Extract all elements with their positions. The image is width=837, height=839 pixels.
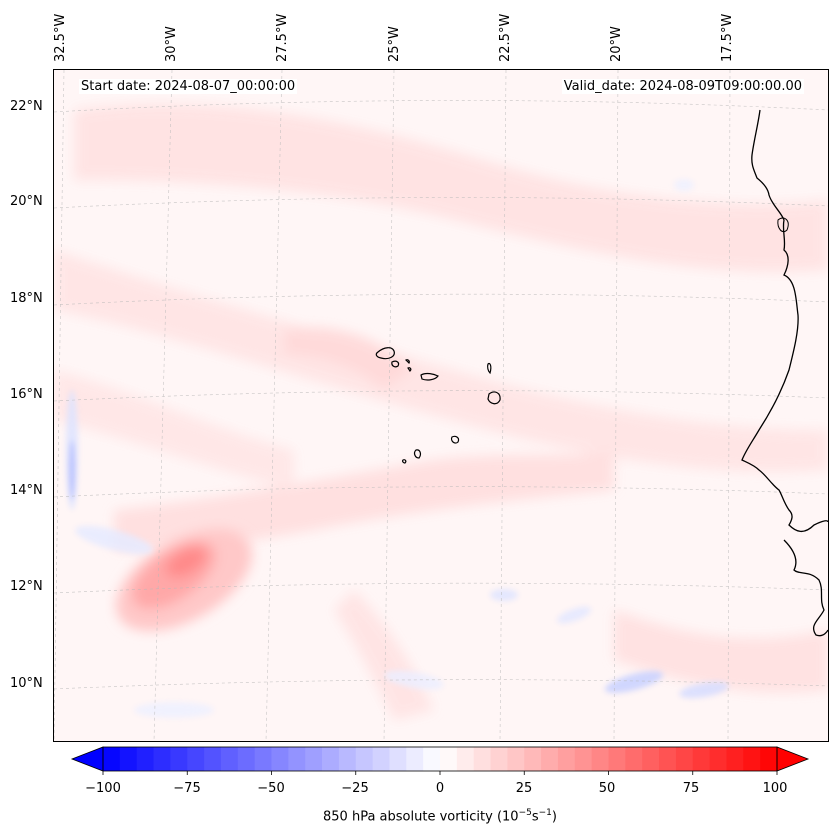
- colorbar-bin: [743, 747, 761, 771]
- colorbar-tick-label: 25: [515, 781, 533, 796]
- colorbar-tick-label: −75: [173, 781, 201, 796]
- colorbar-bin: [288, 747, 306, 771]
- lon-label-17-5w: 17.5°W: [720, 13, 735, 62]
- lat-label-16n: 16°N: [10, 387, 43, 402]
- colorbar-bin: [692, 747, 711, 771]
- graticule: [54, 70, 828, 741]
- colorbar-bin: [490, 747, 508, 771]
- colorbar-bin: [119, 747, 138, 771]
- colorbar-tick-label: 0: [435, 781, 445, 796]
- colorbar-bin: [642, 747, 660, 771]
- colorbar-bin: [456, 747, 475, 771]
- colorbar-bin: [103, 747, 121, 771]
- colorbar-title: 850 hPa absolute vorticity (10−5s−1): [323, 808, 557, 825]
- lat-label-22n: 22°N: [10, 99, 43, 114]
- colorbar-tick-label: 50: [598, 781, 616, 796]
- colorbar-bin: [541, 747, 559, 771]
- colorbar-bin: [473, 747, 492, 771]
- lon-label-25w: 25°W: [387, 26, 402, 62]
- colorbar-bin: [574, 747, 593, 771]
- lon-label-30w: 30°W: [164, 26, 179, 62]
- colorbar-tick-label: −50: [257, 781, 285, 796]
- colorbar-bin: [187, 747, 205, 771]
- lon-label-32-5w: 32.5°W: [53, 13, 68, 62]
- lon-label-22-5w: 22.5°W: [498, 13, 513, 62]
- colorbar-bin: [204, 747, 222, 771]
- colorbar-bin: [608, 747, 626, 771]
- colorbar-tick-label: 75: [682, 781, 700, 796]
- colorbar-bin: [591, 747, 609, 771]
- colorbar-tick-label: −100: [85, 781, 121, 796]
- colorbar: [70, 746, 810, 775]
- colorbar-bin: [507, 747, 525, 771]
- colorbar-bin: [709, 747, 727, 771]
- cape-verde-islands: [375, 347, 501, 464]
- colorbar-bin: [726, 747, 744, 771]
- colorbar-bin: [659, 747, 677, 771]
- lat-label-10n: 10°N: [10, 676, 43, 691]
- colorbar-bin: [170, 747, 188, 771]
- colorbar-bin: [372, 747, 390, 771]
- colorbar-bin: [305, 747, 323, 771]
- lat-label-18n: 18°N: [10, 291, 43, 306]
- lat-label-20n: 20°N: [10, 194, 43, 209]
- colorbar-bin: [322, 747, 340, 771]
- colorbar-bin: [237, 747, 256, 771]
- colorbar-bin: [423, 747, 441, 771]
- colorbar-bin: [153, 747, 171, 771]
- valid-date-label: Valid_date: 2024-08-09T09:00:00.00: [561, 79, 804, 94]
- colorbar-bin: [557, 747, 576, 771]
- lat-label-14n: 14°N: [10, 483, 43, 498]
- lat-label-12n: 12°N: [10, 579, 43, 594]
- colorbar-bin: [760, 747, 778, 771]
- colorbar-bin: [675, 747, 694, 771]
- colorbar-bin: [136, 747, 155, 771]
- colorbar-bin: [338, 747, 357, 771]
- colorbar-tick-label: −25: [341, 781, 369, 796]
- colorbar-bin: [254, 747, 272, 771]
- start-date-label: Start date: 2024-08-07_00:00:00: [79, 79, 298, 94]
- colorbar-bin: [389, 747, 407, 771]
- coastline: [741, 109, 828, 533]
- vorticity-field: [54, 70, 828, 741]
- colorbar-tick-label: 100: [762, 781, 788, 796]
- colorbar-bin: [524, 747, 542, 771]
- colorbar-bin: [355, 747, 374, 771]
- colorbar-bin: [406, 747, 424, 771]
- colorbar-bin: [271, 747, 289, 771]
- lon-label-27-5w: 27.5°W: [275, 13, 290, 62]
- colorbar-bin: [440, 747, 458, 771]
- colorbar-bin: [220, 747, 239, 771]
- map-panel: Start date: 2024-08-07_00:00:00 Valid_da…: [53, 69, 829, 742]
- colorbar-bin: [625, 747, 643, 771]
- lon-label-20w: 20°W: [609, 26, 624, 62]
